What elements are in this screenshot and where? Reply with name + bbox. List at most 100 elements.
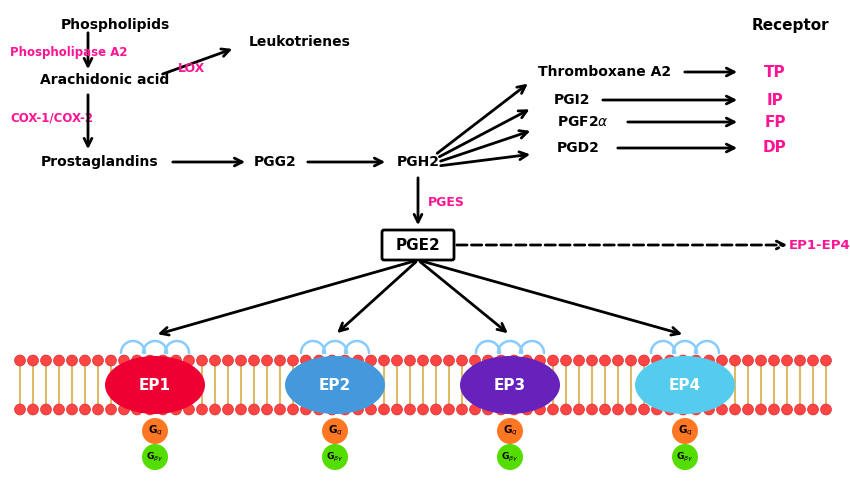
Circle shape	[405, 404, 416, 415]
Circle shape	[301, 355, 311, 366]
Circle shape	[235, 355, 246, 366]
Circle shape	[326, 404, 337, 415]
Ellipse shape	[105, 356, 205, 414]
Text: EP1: EP1	[139, 378, 171, 392]
Circle shape	[690, 355, 701, 366]
Circle shape	[456, 404, 468, 415]
Circle shape	[248, 355, 259, 366]
Circle shape	[795, 404, 806, 415]
Circle shape	[497, 418, 523, 444]
Text: Arachidonic acid: Arachidonic acid	[40, 73, 170, 87]
Text: EP2: EP2	[319, 378, 351, 392]
Circle shape	[248, 404, 259, 415]
Circle shape	[27, 404, 38, 415]
Circle shape	[196, 355, 207, 366]
Text: G$_q$: G$_q$	[327, 424, 343, 438]
Circle shape	[118, 404, 129, 415]
Circle shape	[41, 355, 52, 366]
Circle shape	[756, 355, 767, 366]
Circle shape	[392, 355, 403, 366]
Text: EP4: EP4	[669, 378, 701, 392]
Circle shape	[171, 404, 182, 415]
Circle shape	[157, 355, 168, 366]
Circle shape	[743, 404, 753, 415]
Circle shape	[142, 444, 168, 470]
Text: PGH2: PGH2	[396, 155, 439, 169]
Circle shape	[808, 355, 819, 366]
Circle shape	[717, 404, 728, 415]
Circle shape	[171, 355, 182, 366]
Circle shape	[547, 355, 558, 366]
Circle shape	[586, 404, 598, 415]
Circle shape	[456, 355, 468, 366]
Circle shape	[496, 404, 507, 415]
Circle shape	[378, 404, 389, 415]
Circle shape	[184, 355, 195, 366]
Circle shape	[41, 404, 52, 415]
Circle shape	[209, 355, 220, 366]
Circle shape	[729, 355, 740, 366]
Circle shape	[599, 355, 610, 366]
Circle shape	[626, 404, 637, 415]
Circle shape	[353, 404, 364, 415]
Circle shape	[417, 404, 428, 415]
Text: TP: TP	[764, 64, 785, 80]
Text: G$_{\beta\gamma}$: G$_{\beta\gamma}$	[677, 450, 694, 464]
Circle shape	[430, 355, 441, 366]
Text: G$_q$: G$_q$	[502, 424, 518, 438]
Circle shape	[444, 355, 455, 366]
Circle shape	[497, 444, 523, 470]
Circle shape	[14, 404, 26, 415]
Circle shape	[430, 404, 441, 415]
Circle shape	[66, 404, 77, 415]
Text: Leukotrienes: Leukotrienes	[249, 35, 351, 49]
Circle shape	[613, 355, 624, 366]
Circle shape	[599, 404, 610, 415]
Text: DP: DP	[763, 140, 787, 156]
Circle shape	[651, 404, 662, 415]
Circle shape	[808, 404, 819, 415]
Circle shape	[209, 404, 220, 415]
Text: G$_{\beta\gamma}$: G$_{\beta\gamma}$	[146, 450, 164, 464]
Circle shape	[768, 404, 779, 415]
Circle shape	[729, 404, 740, 415]
Circle shape	[262, 355, 273, 366]
Circle shape	[638, 404, 649, 415]
Text: Phospholipids: Phospholipids	[60, 18, 170, 32]
Circle shape	[690, 404, 701, 415]
Text: G$_q$: G$_q$	[677, 424, 693, 438]
Circle shape	[586, 355, 598, 366]
Circle shape	[743, 355, 753, 366]
Circle shape	[378, 355, 389, 366]
Circle shape	[781, 404, 792, 415]
Circle shape	[132, 404, 143, 415]
Circle shape	[157, 404, 168, 415]
Circle shape	[560, 404, 571, 415]
Circle shape	[287, 355, 298, 366]
Circle shape	[820, 355, 831, 366]
Ellipse shape	[460, 356, 560, 414]
Circle shape	[142, 418, 168, 444]
Circle shape	[93, 355, 104, 366]
Circle shape	[469, 355, 480, 366]
Circle shape	[287, 404, 298, 415]
Circle shape	[638, 355, 649, 366]
Circle shape	[483, 355, 494, 366]
Text: PGES: PGES	[428, 195, 465, 209]
Circle shape	[27, 355, 38, 366]
Circle shape	[275, 404, 286, 415]
Ellipse shape	[635, 356, 735, 414]
Circle shape	[613, 404, 624, 415]
Circle shape	[677, 355, 688, 366]
Circle shape	[66, 355, 77, 366]
Text: G$_{\beta\gamma}$: G$_{\beta\gamma}$	[502, 450, 518, 464]
Circle shape	[560, 355, 571, 366]
Text: COX-1/COX-2: COX-1/COX-2	[10, 111, 93, 125]
Circle shape	[405, 355, 416, 366]
Circle shape	[314, 404, 325, 415]
Circle shape	[717, 355, 728, 366]
Circle shape	[795, 355, 806, 366]
Circle shape	[574, 404, 585, 415]
Text: PGD2: PGD2	[557, 141, 599, 155]
Text: G$_{\beta\gamma}$: G$_{\beta\gamma}$	[326, 450, 343, 464]
